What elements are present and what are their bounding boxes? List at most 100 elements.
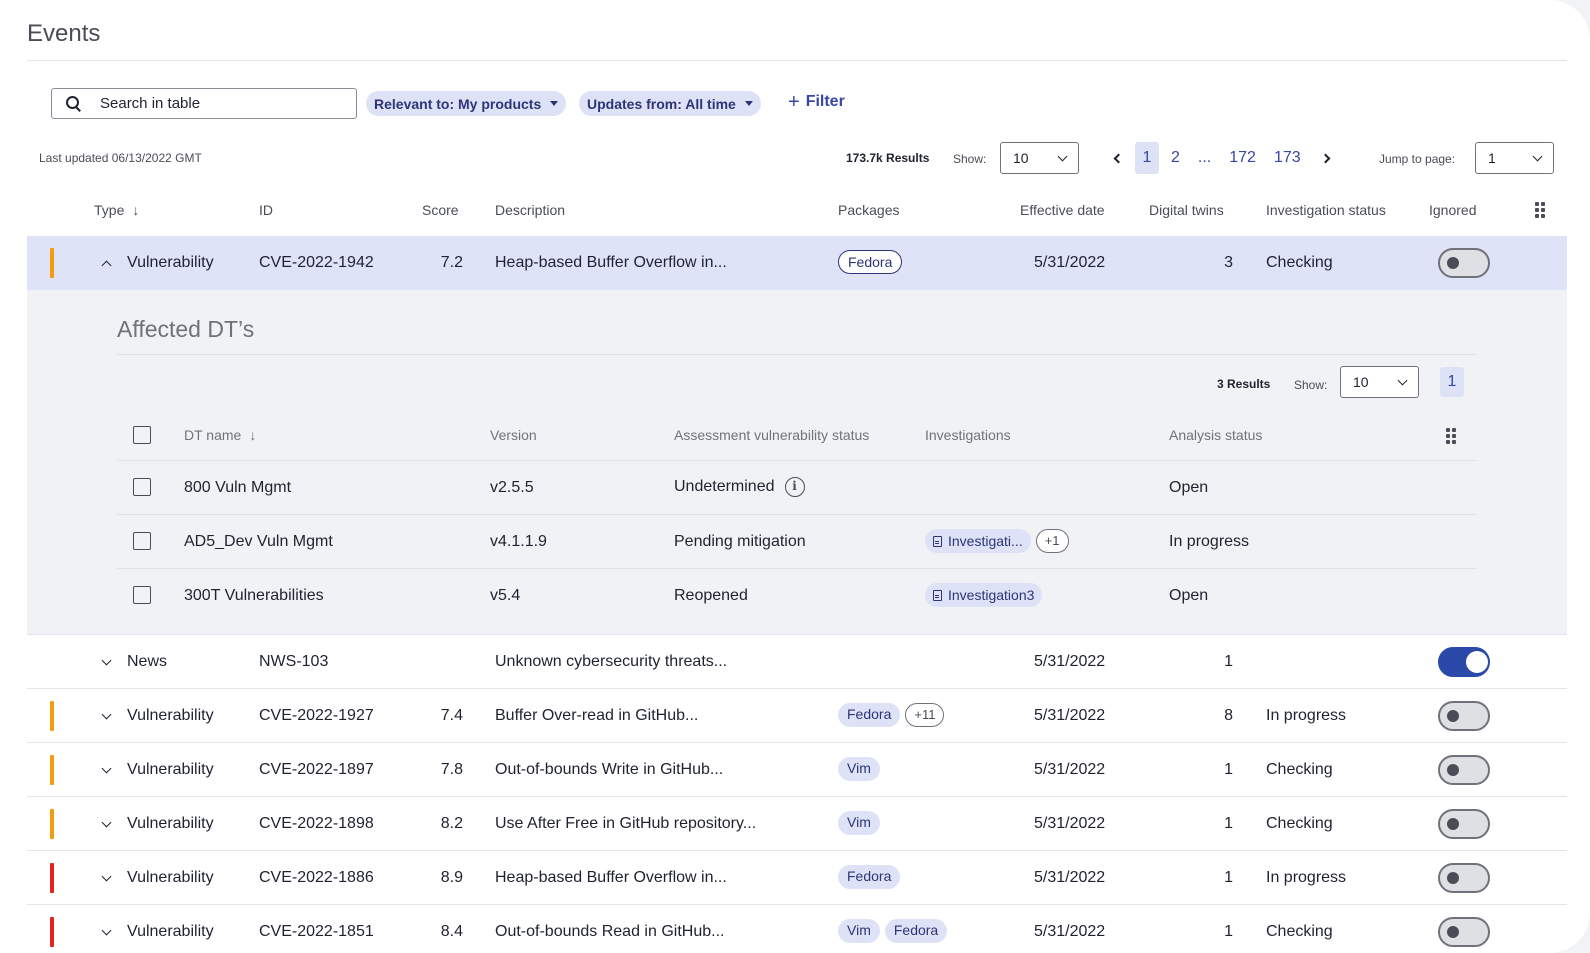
updates-from-filter-chip[interactable]: Updates from: All time <box>579 91 761 116</box>
row-checkbox[interactable] <box>133 532 151 550</box>
ignored-toggle[interactable] <box>1438 248 1490 278</box>
affected-show-label: Show: <box>1294 378 1328 392</box>
dt-row[interactable]: 300T Vulnerabilities v5.4 Reopened Investig… <box>117 568 1477 622</box>
page-link-172[interactable]: 172 <box>1229 149 1256 166</box>
table-row[interactable]: Vulnerability CVE-2022-1897 7.8 Out-of-boun… <box>27 743 1567 797</box>
column-header-version[interactable]: Version <box>490 427 537 443</box>
dt-name: AD5_Dev Vuln Mgmt <box>184 533 333 550</box>
chevron-down-icon[interactable] <box>101 817 112 828</box>
chevron-up-icon[interactable] <box>101 260 112 271</box>
chevron-down-icon <box>1532 151 1543 161</box>
column-header-packages[interactable]: Packages <box>838 202 900 218</box>
affected-column-settings-icon[interactable] <box>1446 428 1456 444</box>
next-page-icon[interactable] <box>1320 153 1331 163</box>
row-effective-date: 5/31/2022 <box>1034 254 1106 271</box>
page-link-2[interactable]: 2 <box>1171 149 1180 166</box>
severity-indicator <box>50 917 54 947</box>
row-score: 7.2 <box>440 254 463 271</box>
affected-page-size-select[interactable]: 10 <box>1340 366 1419 398</box>
table-row[interactable]: Vulnerability CVE-2022-1927 7.4 Buffer Over… <box>27 689 1567 743</box>
column-settings-icon[interactable] <box>1535 202 1545 218</box>
page-size-value: 10 <box>1013 150 1029 166</box>
document-icon <box>933 590 942 601</box>
affected-dts-panel: Affected DT’s 3 Results Show: 10 1 DT na… <box>27 290 1567 635</box>
package-badge[interactable]: Fedora <box>838 250 903 274</box>
column-header-dt-name[interactable]: DT name ↓ <box>184 427 256 443</box>
search-box[interactable] <box>51 88 357 119</box>
dt-name-label: DT name <box>184 427 242 443</box>
row-investigation-status: Checking <box>1266 923 1333 940</box>
table-row[interactable]: Vulnerability CVE-2022-1886 8.9 Heap-based … <box>27 851 1567 905</box>
ignored-toggle[interactable] <box>1438 809 1490 839</box>
package-badge[interactable]: Fedora <box>838 865 901 889</box>
column-header-investigation-status[interactable]: Investigation status <box>1266 202 1386 218</box>
relevant-to-filter-chip[interactable]: Relevant to: My products <box>366 91 567 116</box>
affected-page-link-1[interactable]: 1 <box>1440 367 1464 397</box>
ignored-toggle[interactable] <box>1438 701 1490 731</box>
column-header-description[interactable]: Description <box>495 202 566 218</box>
chevron-down-icon <box>1057 151 1068 161</box>
info-icon[interactable]: i <box>784 477 805 497</box>
column-header-id[interactable]: ID <box>259 202 273 218</box>
page-link-1[interactable]: 1 <box>1135 142 1159 174</box>
add-filter-button[interactable]: + Filter <box>788 91 845 113</box>
row-digital-twins: 8 <box>1224 707 1233 724</box>
results-count: 173.7k Results <box>846 151 930 165</box>
column-header-score[interactable]: Score <box>422 202 459 218</box>
investigation-badge[interactable]: Investigation3 <box>925 583 1043 607</box>
chevron-down-icon[interactable] <box>101 709 112 720</box>
row-type: News <box>127 653 168 670</box>
table-row[interactable]: Vulnerability CVE-2022-1851 8.4 Out-of-boun… <box>27 905 1567 953</box>
more-investigations-badge[interactable]: +1 <box>1035 529 1069 553</box>
ignored-toggle[interactable] <box>1438 917 1490 947</box>
column-header-investigations[interactable]: Investigations <box>925 427 1011 443</box>
package-badge[interactable]: Vim <box>838 757 880 781</box>
dt-row[interactable]: AD5_Dev Vuln Mgmt v4.1.1.9 Pending mitigat… <box>117 514 1477 568</box>
table-row[interactable]: Vulnerability CVE-2022-1898 8.2 Use After F… <box>27 797 1567 851</box>
chevron-down-icon[interactable] <box>101 871 112 882</box>
column-header-analysis-status[interactable]: Analysis status <box>1169 427 1263 443</box>
dt-row[interactable]: 800 Vuln Mgmt v2.5.5 Undetermined i Open <box>117 460 1477 514</box>
affected-dts-divider <box>117 354 1477 355</box>
column-header-type-label: Type <box>94 202 125 218</box>
package-badge[interactable]: Fedora <box>838 703 901 727</box>
more-packages-badge[interactable]: +11 <box>905 703 945 727</box>
row-checkbox[interactable] <box>133 586 151 604</box>
row-description: Buffer Over-read in GitHub... <box>495 707 699 724</box>
column-header-type[interactable]: Type ↓ <box>94 202 139 218</box>
severity-indicator <box>50 248 54 278</box>
select-all-checkbox[interactable] <box>133 426 151 444</box>
page-size-select[interactable]: 10 <box>1000 142 1079 174</box>
column-header-assessment-status[interactable]: Assessment vulnerability status <box>674 427 870 443</box>
row-investigation-status: Checking <box>1266 254 1333 271</box>
dt-assessment-status: Pending mitigation <box>674 533 806 551</box>
page-link-173[interactable]: 173 <box>1273 149 1301 166</box>
ignored-toggle[interactable] <box>1438 863 1490 893</box>
chevron-down-icon[interactable] <box>101 763 112 774</box>
prev-page-icon[interactable] <box>1113 153 1124 163</box>
table-row[interactable]: Vulnerability CVE-2022-1942 7.2 Heap-based … <box>27 236 1567 290</box>
chevron-down-icon[interactable] <box>101 925 112 936</box>
plus-icon: + <box>788 91 800 113</box>
column-header-digital-twins[interactable]: Digital twins <box>1149 202 1224 218</box>
dt-analysis-status: In progress <box>1169 533 1250 550</box>
column-header-effective-date[interactable]: Effective date <box>1020 202 1105 218</box>
package-badge[interactable]: Fedora <box>884 919 948 943</box>
row-checkbox[interactable] <box>133 478 151 496</box>
sort-arrow-down-icon: ↓ <box>132 202 140 218</box>
affected-dts-title: Affected DT’s <box>117 316 255 342</box>
dt-analysis-status: Open <box>1169 479 1209 496</box>
column-header-ignored[interactable]: Ignored <box>1429 202 1477 218</box>
ignored-toggle[interactable] <box>1438 647 1490 677</box>
row-score: 7.4 <box>440 707 463 724</box>
row-type: Vulnerability <box>127 923 214 940</box>
package-badge[interactable]: Vim <box>838 919 880 943</box>
search-input[interactable] <box>100 95 320 112</box>
row-effective-date: 5/31/2022 <box>1034 761 1106 778</box>
chevron-down-icon[interactable] <box>101 655 112 666</box>
package-badge[interactable]: Vim <box>838 811 880 835</box>
jump-to-page-select[interactable]: 1 <box>1475 142 1554 174</box>
ignored-toggle[interactable] <box>1438 755 1490 785</box>
investigation-badge[interactable]: Investigati... <box>925 529 1031 553</box>
table-row[interactable]: News NWS-103 Unknown cybersecurity threats… <box>27 635 1567 689</box>
